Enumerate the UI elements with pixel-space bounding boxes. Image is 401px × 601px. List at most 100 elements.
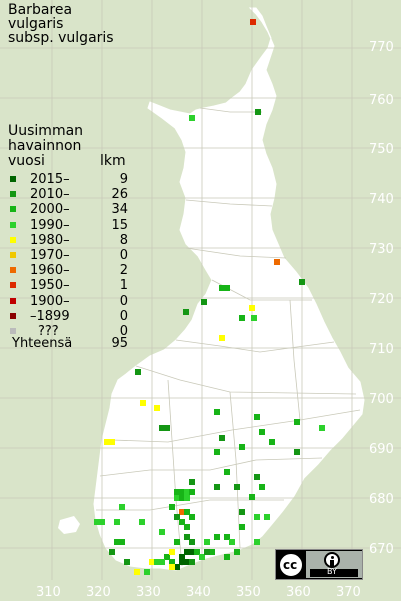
legend-swatch: [10, 221, 16, 228]
total-count: 95: [111, 336, 128, 351]
legend-label: 1970–: [30, 247, 70, 263]
record-square: [154, 405, 160, 411]
record-square: [189, 549, 195, 555]
record-square: [204, 539, 210, 545]
legend-label: 2000–: [30, 202, 70, 218]
record-square: [239, 524, 245, 530]
legend-swatch: [10, 282, 16, 289]
record-square: [169, 564, 175, 570]
record-square: [164, 425, 170, 431]
legend-swatch: [10, 251, 16, 258]
record-square: [239, 444, 245, 450]
record-square: [219, 285, 225, 291]
record-square: [189, 489, 195, 495]
record-square: [234, 549, 240, 555]
x-tick-310: 310: [36, 585, 61, 600]
record-square: [274, 259, 280, 265]
record-square: [134, 569, 140, 575]
record-square: [159, 529, 165, 535]
legend-count: 9: [119, 172, 128, 187]
record-square: [254, 414, 260, 420]
record-square: [269, 439, 275, 445]
legend-swatch: [10, 191, 16, 198]
legend-swatch: [10, 312, 16, 319]
record-square: [159, 559, 165, 565]
record-square: [259, 484, 265, 490]
record-square: [179, 509, 185, 515]
legend-swatch: [10, 267, 16, 274]
cc-icon: cc: [278, 552, 304, 578]
coordinate-grid: [0, 0, 401, 580]
record-square: [184, 489, 190, 495]
record-square: [254, 539, 260, 545]
legend-count-heading: lkm: [100, 153, 126, 169]
legend-row-unknown: ??? 0: [8, 324, 128, 339]
creative-commons-badge[interactable]: cc BY: [275, 549, 363, 580]
y-tick-740: 740: [369, 192, 394, 207]
record-square: [294, 419, 300, 425]
record-square: [219, 435, 225, 441]
record-square: [219, 335, 225, 341]
legend: 2015– 9 2010– 26 2000– 34 1990– 15 1980– 8 19…: [8, 172, 128, 339]
record-square: [259, 429, 265, 435]
legend-swatch: [10, 297, 16, 304]
record-square: [174, 564, 180, 570]
record-square: [254, 514, 260, 520]
cc-by-panel: BY: [306, 551, 362, 578]
legend-count: 2: [119, 263, 128, 279]
record-square: [119, 539, 125, 545]
record-square: [139, 519, 145, 525]
total-label: Yhteensä: [12, 336, 73, 351]
legend-heading-line-2: havainnon: [8, 138, 82, 154]
record-square: [224, 534, 230, 540]
record-square: [214, 409, 220, 415]
record-square: [194, 549, 200, 555]
legend-count: 34: [111, 202, 128, 218]
record-square: [119, 504, 125, 510]
species-name-line-1: Barbarea: [8, 2, 73, 18]
record-square: [169, 504, 175, 510]
legend-count: 0: [119, 247, 128, 263]
y-tick-690: 690: [369, 442, 394, 457]
record-square: [114, 539, 120, 545]
legend-count: 15: [111, 217, 128, 233]
legend-count: 1: [119, 278, 128, 294]
record-square: [204, 549, 210, 555]
legend-row-1970: 1970– 0: [8, 248, 128, 263]
record-square: [199, 554, 205, 560]
record-square: [264, 514, 270, 520]
record-square: [189, 479, 195, 485]
y-tick-730: 730: [369, 242, 394, 257]
record-square: [124, 559, 130, 565]
y-tick-770: 770: [369, 40, 394, 55]
x-tick-340: 340: [186, 585, 211, 600]
observation-records: [94, 19, 325, 575]
record-square: [250, 19, 256, 25]
record-square: [239, 509, 245, 515]
legend-swatch: [10, 206, 16, 213]
record-square: [294, 449, 300, 455]
legend-label: –1899: [30, 308, 70, 324]
record-square: [214, 484, 220, 490]
record-square: [140, 400, 146, 406]
legend-label: 2010–: [30, 187, 70, 203]
record-square: [179, 489, 185, 495]
legend-row-2015: 2015– 9: [8, 172, 128, 187]
legend-label: 1950–: [30, 278, 70, 294]
record-square: [174, 495, 180, 501]
record-square: [114, 519, 120, 525]
legend-count: 0: [119, 323, 128, 339]
legend-row-1990: 1990– 15: [8, 218, 128, 233]
legend-count: 8: [119, 232, 128, 248]
record-square: [209, 549, 215, 555]
record-square: [174, 489, 180, 495]
record-square: [164, 554, 170, 560]
record-square: [224, 285, 230, 291]
legend-count: 26: [111, 187, 128, 203]
y-tick-720: 720: [369, 292, 394, 307]
record-square: [169, 549, 175, 555]
record-square: [251, 315, 257, 321]
record-square: [179, 559, 185, 565]
record-square: [159, 425, 165, 431]
